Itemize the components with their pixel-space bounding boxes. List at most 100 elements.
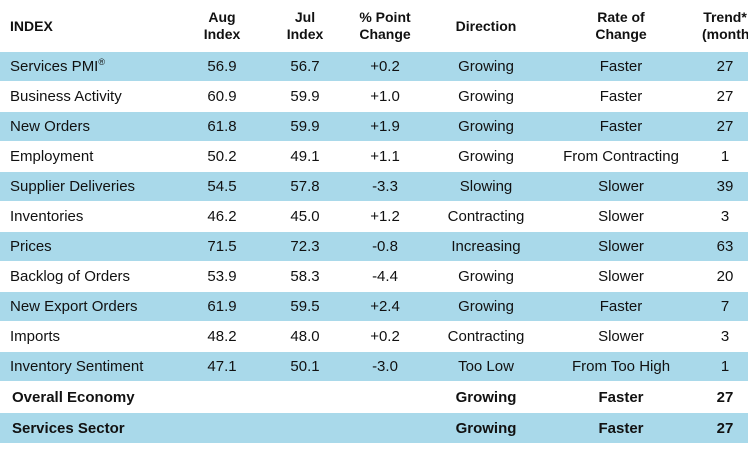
header-trend: Trend* (months) — [702, 0, 748, 52]
header-point-change: % Point Change — [338, 0, 432, 52]
row-name-cell: Backlog of Orders — [0, 261, 172, 292]
rate-cell: Faster — [540, 111, 702, 142]
row-name-cell: Inventory Sentiment — [0, 351, 172, 382]
change-cell: +1.1 — [338, 141, 432, 172]
header-aug-line1: Aug — [208, 9, 236, 25]
rate-cell: From Too High — [540, 351, 702, 382]
empty-cell — [338, 381, 432, 413]
change-cell: -4.4 — [338, 261, 432, 292]
header-aug-index: Aug Index — [172, 0, 272, 52]
trend-cell: 1 — [702, 141, 748, 172]
change-cell: +0.2 — [338, 52, 432, 82]
change-cell: +2.4 — [338, 291, 432, 322]
table-row: New Export Orders 61.9 59.5 +2.4 Growing… — [0, 291, 748, 322]
direction-cell: Contracting — [432, 321, 540, 352]
trend-cell: 20 — [702, 261, 748, 292]
jul-index-cell: 72.3 — [272, 231, 338, 262]
change-cell: +0.2 — [338, 321, 432, 352]
empty-cell — [172, 381, 272, 413]
row-name-cell: Employment — [0, 141, 172, 172]
trend-cell: 3 — [702, 321, 748, 352]
header-change-line1: % Point — [359, 9, 411, 25]
aug-index-cell: 56.9 — [172, 52, 272, 82]
direction-cell: Growing — [432, 52, 540, 82]
rate-cell: Faster — [540, 381, 702, 413]
rate-cell: From Contracting — [540, 141, 702, 172]
trend-cell: 1 — [702, 351, 748, 382]
trend-cell: 3 — [702, 201, 748, 232]
table-header: INDEX Aug Index Jul Index % Point Change… — [0, 0, 748, 52]
trend-cell: 27 — [702, 381, 748, 413]
direction-cell: Growing — [432, 141, 540, 172]
header-jul-line1: Jul — [294, 9, 316, 25]
rate-cell: Faster — [540, 52, 702, 82]
row-name-cell: Prices — [0, 231, 172, 262]
direction-cell: Too Low — [432, 351, 540, 382]
table-row: Employment 50.2 49.1 +1.1 Growing From C… — [0, 141, 748, 172]
jul-index-cell: 59.5 — [272, 291, 338, 322]
header-change-line2: Change — [359, 26, 411, 42]
trend-cell: 39 — [702, 171, 748, 202]
direction-cell: Increasing — [432, 231, 540, 262]
aug-index-cell: 50.2 — [172, 141, 272, 172]
rate-cell: Faster — [540, 291, 702, 322]
header-aug-line2: Index — [203, 26, 241, 42]
registered-mark: ® — [98, 57, 105, 67]
aug-index-cell: 60.9 — [172, 81, 272, 112]
header-jul-line2: Index — [286, 26, 324, 42]
empty-cell — [338, 412, 432, 444]
direction-cell: Growing — [432, 111, 540, 142]
change-cell: +1.2 — [338, 201, 432, 232]
direction-cell: Growing — [432, 412, 540, 444]
rate-cell: Slower — [540, 261, 702, 292]
header-direction: Direction — [455, 17, 517, 34]
direction-cell: Growing — [432, 381, 540, 413]
row-name: Services PMI — [10, 58, 99, 75]
trend-cell: 63 — [702, 231, 748, 262]
jul-index-cell: 59.9 — [272, 81, 338, 112]
jul-index-cell: 56.7 — [272, 52, 338, 82]
header-rate-of-change: Rate of Change — [540, 0, 702, 52]
empty-cell — [272, 412, 338, 444]
aug-index-cell: 61.8 — [172, 111, 272, 142]
total-row-services-sector: Services Sector Growing Faster 27 — [0, 412, 748, 444]
row-name-cell: Supplier Deliveries — [0, 171, 172, 202]
empty-cell — [272, 381, 338, 413]
rate-cell: Slower — [540, 321, 702, 352]
header-trend-line2: (months) — [702, 26, 748, 42]
aug-index-cell: 54.5 — [172, 171, 272, 202]
change-cell: +1.0 — [338, 81, 432, 112]
direction-cell: Slowing — [432, 171, 540, 202]
jul-index-cell: 49.1 — [272, 141, 338, 172]
row-name-cell: New Export Orders — [0, 291, 172, 322]
row-name-cell: Services PMI® — [0, 52, 172, 82]
row-name-cell: Imports — [0, 321, 172, 352]
direction-cell: Growing — [432, 261, 540, 292]
aug-index-cell: 46.2 — [172, 201, 272, 232]
rate-cell: Slower — [540, 171, 702, 202]
jul-index-cell: 48.0 — [272, 321, 338, 352]
aug-index-cell: 61.9 — [172, 291, 272, 322]
change-cell: -3.0 — [338, 351, 432, 382]
table-row: Supplier Deliveries 54.5 57.8 -3.3 Slowi… — [0, 171, 748, 202]
trend-cell: 27 — [702, 412, 748, 444]
trend-cell: 27 — [702, 52, 748, 82]
empty-cell — [172, 412, 272, 444]
rate-cell: Faster — [540, 412, 702, 444]
rate-cell: Faster — [540, 81, 702, 112]
row-name-cell: Inventories — [0, 201, 172, 232]
change-cell: -3.3 — [338, 171, 432, 202]
jul-index-cell: 58.3 — [272, 261, 338, 292]
direction-cell: Contracting — [432, 201, 540, 232]
trend-cell: 27 — [702, 81, 748, 112]
table-row: New Orders 61.8 59.9 +1.9 Growing Faster… — [0, 111, 748, 142]
direction-cell: Growing — [432, 81, 540, 112]
table-row: Services PMI® 56.9 56.7 +0.2 Growing Fas… — [0, 52, 748, 82]
aug-index-cell: 47.1 — [172, 351, 272, 382]
aug-index-cell: 71.5 — [172, 231, 272, 262]
total-row-overall-economy: Overall Economy Growing Faster 27 — [0, 381, 748, 413]
header-jul-index: Jul Index — [272, 0, 338, 52]
total-name-cell: Overall Economy — [0, 381, 172, 413]
